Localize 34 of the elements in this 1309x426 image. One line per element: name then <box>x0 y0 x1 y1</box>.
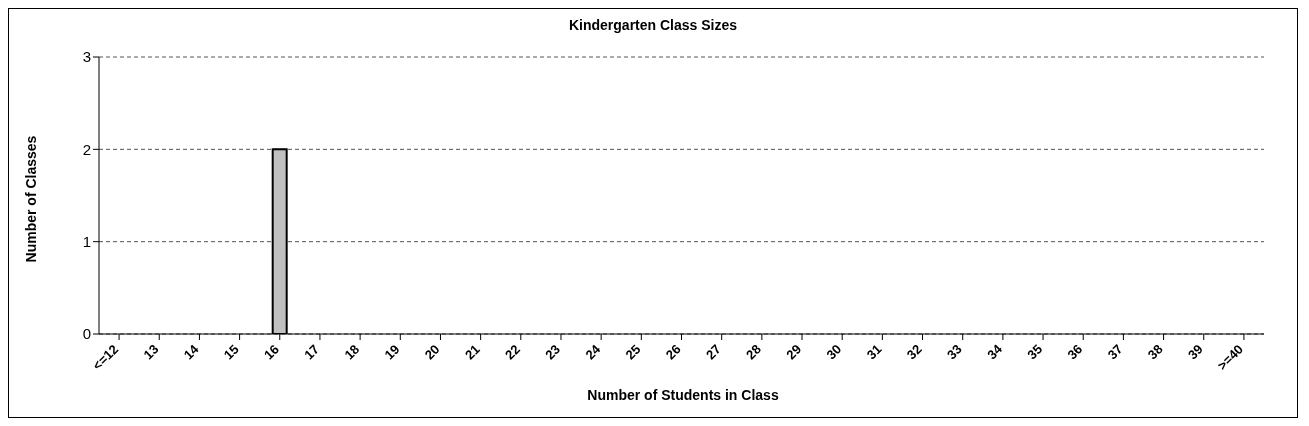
x-tick-label: 36 <box>1064 341 1086 363</box>
x-tick-label: 29 <box>783 341 805 363</box>
x-tick-label: 15 <box>220 341 242 363</box>
x-tick-label: 28 <box>743 341 764 363</box>
x-tick-label: 32 <box>903 341 925 363</box>
x-tick-label: 27 <box>702 341 724 363</box>
x-tick-label: 30 <box>823 341 845 363</box>
x-tick-label: 34 <box>984 340 1006 363</box>
x-tick-label: 21 <box>461 341 483 363</box>
x-tick-label: 14 <box>180 340 203 363</box>
x-tick-label: 18 <box>341 341 363 363</box>
y-tick-label: 2 <box>82 140 91 158</box>
x-tick-label: 26 <box>662 341 684 363</box>
x-tick-label: 24 <box>582 340 604 363</box>
x-tick-label: 17 <box>301 341 323 363</box>
y-tick-label: 1 <box>82 232 91 250</box>
x-tick-label: 39 <box>1185 341 1206 363</box>
y-axis-title: Number of Classes <box>23 135 39 263</box>
x-tick-label: 16 <box>261 341 282 363</box>
y-tick-label: 0 <box>82 325 91 343</box>
x-tick-label: 25 <box>622 341 644 363</box>
x-tick-label: 35 <box>1024 341 1046 363</box>
x-tick-label: 31 <box>863 341 885 363</box>
x-tick-label: 38 <box>1144 341 1166 363</box>
y-tick-label: 3 <box>82 48 91 66</box>
x-tick-label: 19 <box>381 341 403 363</box>
x-tick-label: 37 <box>1104 341 1126 363</box>
x-tick-label: 20 <box>421 341 443 363</box>
x-tick-label: 13 <box>140 341 162 363</box>
chart-title: Kindergarten Class Sizes <box>567 17 739 33</box>
x-axis-title: Number of Students in Class <box>586 387 780 403</box>
x-tick-label: 33 <box>943 341 965 363</box>
x-tick-label: 23 <box>542 341 564 363</box>
x-tick-label: 22 <box>502 341 523 363</box>
